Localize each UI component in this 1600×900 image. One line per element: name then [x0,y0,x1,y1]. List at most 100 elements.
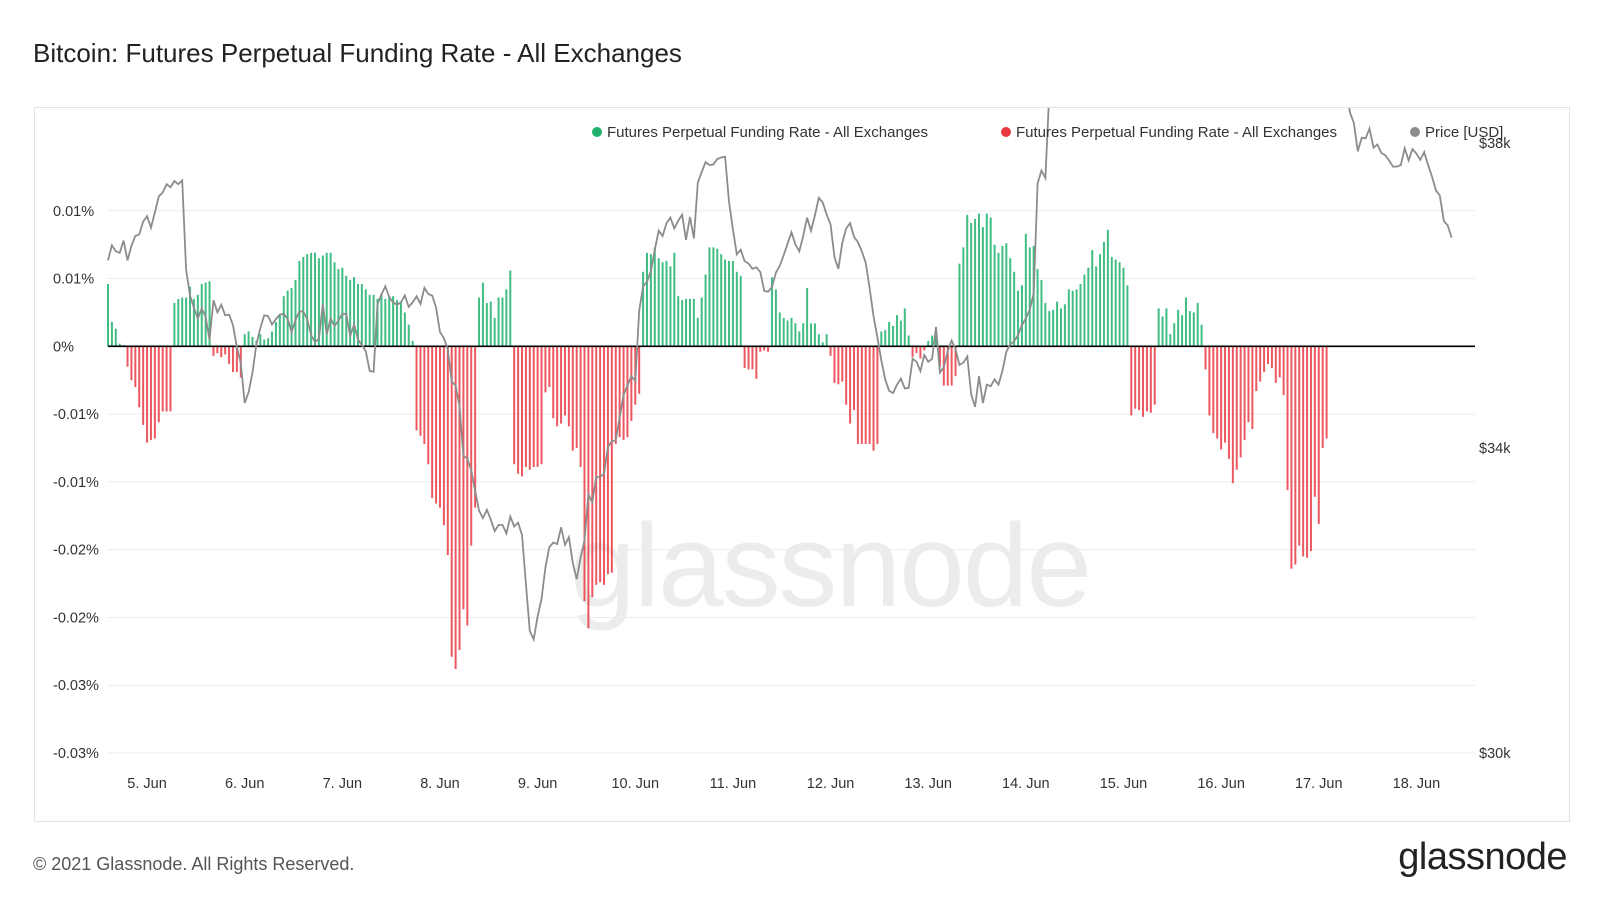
y-left-tick-label: -0.03% [53,678,99,694]
funding-bar-negative [751,346,754,370]
funding-bar-positive [1095,266,1098,347]
funding-bar-positive [259,334,262,347]
funding-bar-negative [231,346,234,373]
funding-bar-negative [521,346,524,477]
funding-bar-negative [1142,346,1145,417]
funding-bar-negative [423,346,426,444]
funding-bar-positive [677,296,680,347]
funding-bar-negative [1282,346,1285,396]
funding-bar-positive [649,254,652,347]
funding-bar-positive [1200,324,1203,347]
funding-bar-positive [935,330,938,347]
funding-bar-positive [1106,229,1109,347]
funding-bar-negative [583,346,586,602]
funding-bar-negative [1298,346,1301,546]
funding-bar-negative [446,346,449,556]
funding-bar-positive [673,252,676,347]
funding-bar-negative [1243,346,1246,440]
funding-bar-positive [1079,283,1082,347]
funding-bar-positive [497,297,500,347]
funding-bar-positive [1001,246,1004,347]
funding-bar-positive [798,331,801,347]
funding-bar-negative [614,346,617,444]
funding-bar-positive [931,335,934,347]
funding-bar-positive [411,340,414,347]
funding-bar-positive [181,297,184,347]
funding-bar-positive [192,298,195,347]
funding-bar-positive [669,266,672,347]
funding-bar-negative [216,346,219,354]
funding-bar-negative [415,346,418,431]
y-left-tick-label: -0.02% [53,610,99,626]
funding-bar-positive [364,289,367,347]
funding-bar-positive [731,260,734,347]
funding-bar-positive [356,283,359,347]
funding-bar-positive [712,247,715,347]
funding-bar-positive [247,331,250,347]
funding-bar-negative [458,346,461,650]
legend-label: Price [USD] [1425,124,1503,141]
funding-bar-positive [493,317,496,347]
funding-bar-positive [735,271,738,347]
x-tick-label: 17. Jun [1295,776,1343,792]
funding-bar-positive [657,258,660,347]
funding-bar-negative [638,346,641,394]
x-tick-label: 6. Jun [225,776,265,792]
funding-bar-positive [368,294,371,347]
funding-bar-positive [1063,304,1066,347]
funding-bar-negative [462,346,465,610]
funding-bar-negative [149,346,152,440]
funding-bar-positive [274,321,277,347]
funding-bar-positive [1099,254,1102,347]
funding-bar-positive [970,222,973,347]
funding-bar-negative [544,346,547,393]
funding-bar-negative [755,346,758,379]
funding-bar-positive [724,259,727,347]
funding-bar-positive [782,317,785,347]
funding-bar-positive [384,298,387,347]
funding-bar-positive [501,297,504,347]
funding-bar-positive [310,252,313,347]
funding-bar-positive [1196,302,1199,347]
funding-bar-negative [747,346,750,370]
funding-bar-positive [884,330,887,347]
funding-bar-negative [146,346,149,443]
funding-bar-negative [442,346,445,526]
funding-bar-positive [696,317,699,347]
funding-bar-positive [720,254,723,347]
funding-bar-negative [540,346,543,465]
brand-logo[interactable]: glassnode [1398,836,1567,878]
funding-bar-negative [454,346,457,669]
funding-bar-positive [349,279,352,347]
funding-bar-positive [267,338,270,347]
y-right-tick-label: $34k [1479,441,1511,457]
funding-bar-negative [517,346,520,474]
price-line [107,108,1453,643]
funding-bar-negative [138,346,141,408]
funding-bar-positive [1075,289,1078,347]
funding-bar-negative [1153,346,1156,405]
x-tick-label: 7. Jun [323,776,363,792]
funding-bar-negative [864,346,867,444]
funding-bar-positive [505,289,508,347]
funding-bar-positive [189,286,192,347]
funding-bar-positive [794,323,797,347]
funding-bar-positive [1122,267,1125,347]
y-right-tick-label: $38k [1479,136,1511,152]
funding-bar-positive [1052,309,1055,347]
funding-bar-negative [759,346,762,352]
funding-bar-negative [1227,346,1230,459]
x-tick-label: 10. Jun [611,776,659,792]
legend-marker [1001,127,1011,137]
funding-bar-negative [1216,346,1219,439]
funding-bar-positive [790,317,793,347]
copyright: © 2021 Glassnode. All Rights Reserved. [33,854,355,874]
funding-bar-positive [1177,309,1180,347]
funding-bar-negative [1220,346,1223,450]
funding-bar-negative [575,346,578,448]
funding-bar-positive [407,324,410,347]
funding-bar-positive [813,323,816,347]
funding-bar-negative [474,346,477,508]
y-left-tick-label: -0.03% [53,746,99,762]
funding-bar-negative [567,346,570,427]
